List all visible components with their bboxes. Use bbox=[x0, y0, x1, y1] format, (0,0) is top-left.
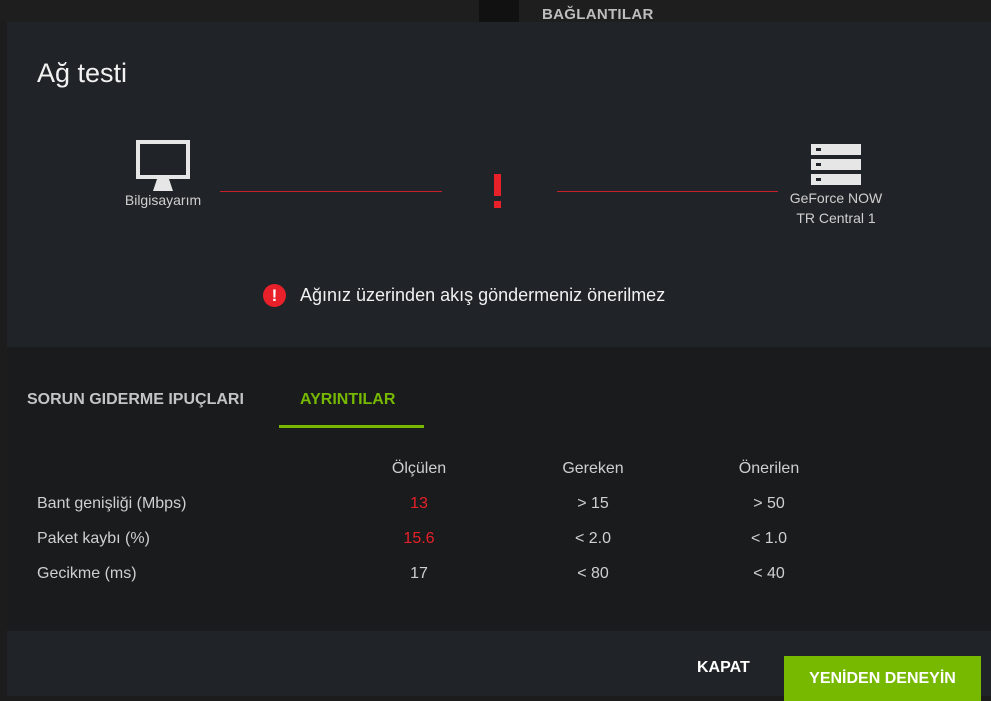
server-icon bbox=[811, 144, 861, 185]
background-section-title: BAĞLANTILAR bbox=[542, 6, 654, 23]
required-latency: < 80 bbox=[577, 565, 609, 582]
tab-details[interactable]: AYRINTILAR bbox=[300, 391, 396, 408]
client-label: Bilgisayarım bbox=[124, 192, 202, 208]
row-label-latency: Gecikme (ms) bbox=[37, 565, 137, 582]
dialog-footer: KAPAT YENİDEN DENEYİN bbox=[7, 631, 991, 701]
header-required: Gereken bbox=[562, 460, 624, 477]
exclamation-icon bbox=[494, 174, 501, 208]
recommended-bandwidth: > 50 bbox=[753, 495, 785, 512]
server-label-line1: GeForce NOW bbox=[789, 190, 883, 206]
background-panel bbox=[479, 0, 519, 22]
required-bandwidth: > 15 bbox=[577, 495, 609, 512]
warning-message: ! Ağınız üzerinden akış göndermeniz öner… bbox=[263, 284, 665, 307]
warning-text: Ağınız üzerinden akış göndermeniz öneril… bbox=[300, 285, 666, 305]
client-node: Bilgisayarım bbox=[107, 139, 219, 210]
header-measured: Ölçülen bbox=[391, 460, 447, 477]
recommended-packet-loss: < 1.0 bbox=[750, 530, 788, 547]
row-label-packet-loss: Paket kaybı (%) bbox=[37, 530, 150, 547]
measured-packet-loss: 15.6 bbox=[403, 530, 435, 547]
connection-line-left bbox=[220, 191, 442, 192]
connection-line-right bbox=[557, 191, 778, 192]
header-recommended: Önerilen bbox=[738, 460, 800, 477]
measured-bandwidth: 13 bbox=[410, 495, 428, 512]
required-packet-loss: < 2.0 bbox=[574, 530, 612, 547]
error-icon: ! bbox=[263, 284, 286, 307]
row-label-bandwidth: Bant genişliği (Mbps) bbox=[37, 495, 187, 512]
network-test-dialog: Ağ testi Bilgisayarım GeForce NOW TR Cen… bbox=[7, 22, 991, 701]
retry-button[interactable]: YENİDEN DENEYİN bbox=[784, 656, 981, 701]
close-button[interactable]: KAPAT bbox=[697, 659, 750, 676]
details-panel: SORUN GIDERME IPUÇLARI AYRINTILAR Ölçüle… bbox=[7, 347, 991, 631]
recommended-latency: < 40 bbox=[753, 565, 785, 582]
monitor-icon bbox=[136, 140, 190, 191]
dialog-title: Ağ testi bbox=[37, 58, 128, 88]
measured-latency: 17 bbox=[410, 565, 428, 582]
server-node: GeForce NOW TR Central 1 bbox=[777, 144, 895, 228]
server-label-line2: TR Central 1 bbox=[796, 210, 876, 226]
active-tab-indicator bbox=[279, 425, 424, 428]
tab-troubleshooting[interactable]: SORUN GIDERME IPUÇLARI bbox=[27, 391, 244, 408]
